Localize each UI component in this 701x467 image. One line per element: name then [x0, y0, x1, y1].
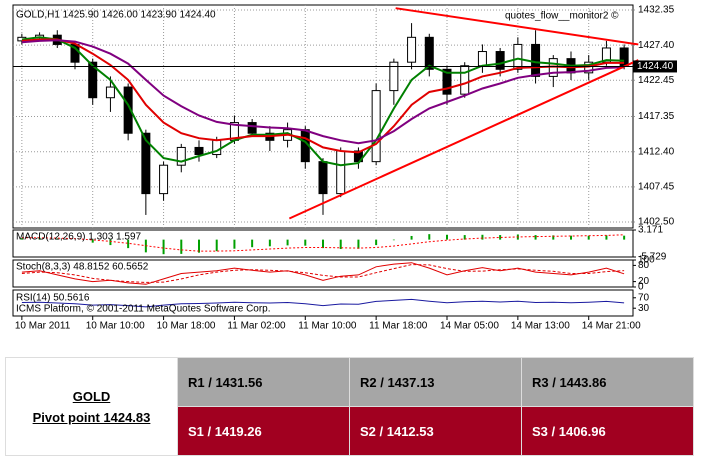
rsi-title: RSI(14) 50.5616: [16, 293, 90, 304]
candle-body: [176, 146, 186, 166]
x-tick-label: 14 Mar 05:00: [440, 321, 499, 332]
candle-body: [407, 36, 417, 63]
symbol: GOLD: [72, 388, 111, 404]
stoch-title: Stoch(8,3,3) 48.8152 60.5652: [16, 262, 149, 273]
candle-body: [424, 36, 434, 70]
watermark: quotes_flow__monitor2 ©: [505, 11, 619, 22]
candle-body: [141, 132, 151, 195]
macd-title: MACD(12,26,9) 1.303 1.597: [16, 232, 142, 243]
candle-body: [495, 51, 505, 70]
resistance: R1 / 1431.56: [177, 357, 350, 407]
candle-body: [318, 161, 328, 195]
stoch-signal: [21, 264, 625, 283]
candle-body: [336, 150, 346, 195]
macd-panel: [12, 229, 634, 258]
x-tick-label: 11 Mar 10:00: [298, 321, 357, 332]
candle-body: [194, 146, 204, 156]
y-tick-label: 1417.35: [638, 111, 675, 122]
resistance: R3 / 1443.86: [521, 357, 694, 407]
pivot: Pivot point 1424.83: [32, 409, 151, 425]
y-tick-label: 1427.40: [638, 40, 675, 51]
trendline: [288, 59, 639, 220]
y-tick-label: 3.171: [638, 225, 663, 236]
x-tick-label: 14 Mar 13:00: [511, 321, 570, 332]
x-tick-label: 11 Mar 18:00: [369, 321, 428, 332]
candle-body: [389, 61, 399, 92]
marks: 1432.35 1427.40 1422.45 1417.35 1412.40 1407.…: [13, 5, 677, 332]
rsi-panel: [12, 289, 634, 317]
rsi-line: [21, 298, 625, 308]
x-tick-label: 10 Mar 10:00: [86, 321, 145, 332]
candle-body: [460, 65, 470, 95]
chart-title: GOLD,H1 1425.90 1426.00 1423.90 1424.40: [16, 10, 216, 21]
y-tick-label: 80: [638, 260, 650, 271]
macd-signal: [21, 234, 625, 252]
copyright: ICMS Platform, © 2001-2011 MetaQuotes So…: [16, 304, 271, 315]
y-tick-label: 1402.50: [638, 217, 675, 228]
chart: 1432.35 1427.40 1422.45 1417.35 1412.40 1407.…: [12, 4, 677, 332]
x-tick-label: 10 Mar 2011: [15, 321, 71, 332]
pivot-table: GOLD Pivot point 1424.83 R1 / 1431.56 R2…: [5, 357, 694, 456]
stoch-panel: [12, 259, 634, 288]
candle-body: [88, 61, 98, 99]
symbol-cell: GOLD Pivot point 1424.83: [5, 357, 178, 456]
y-tick-label: 1422.45: [638, 75, 675, 86]
candle-body: [531, 43, 541, 77]
y-tick-label: 30: [638, 303, 650, 314]
y-tick-label: 100: [638, 255, 655, 266]
moving-average: [21, 38, 625, 154]
y-tick-label: 1407.45: [638, 182, 675, 193]
candle-body: [477, 51, 487, 67]
resistance: R2 / 1437.13: [349, 357, 522, 407]
y-tick-label: 20: [638, 276, 650, 287]
candle-body: [513, 43, 523, 70]
price-label: 1424.40: [637, 61, 674, 72]
y-tick-label: 70: [638, 292, 650, 303]
price-tag: [633, 60, 677, 73]
candle-body: [371, 90, 381, 163]
moving-average: [21, 39, 625, 145]
candle-body: [159, 164, 169, 195]
y-tick-label: 1412.40: [638, 146, 675, 157]
x-tick-label: 14 Mar 21:00: [582, 321, 641, 332]
candle-body: [123, 86, 133, 134]
y-tick-label: -5.729: [638, 252, 667, 263]
candle-body: [247, 122, 257, 134]
trendline: [395, 7, 639, 46]
support: S1 / 1419.26: [177, 406, 350, 456]
x-tick-label: 10 Mar 18:00: [157, 321, 216, 332]
moving-average: [21, 36, 625, 167]
candle-body: [442, 68, 452, 95]
candle-body: [105, 86, 115, 99]
support: S2 / 1412.53: [349, 406, 522, 456]
x-tick-label: 11 Mar 02:00: [227, 321, 286, 332]
y-tick-label: 1432.35: [638, 5, 675, 16]
y-tick-label: 0: [638, 282, 644, 293]
support: S3 / 1406.96: [521, 406, 694, 456]
